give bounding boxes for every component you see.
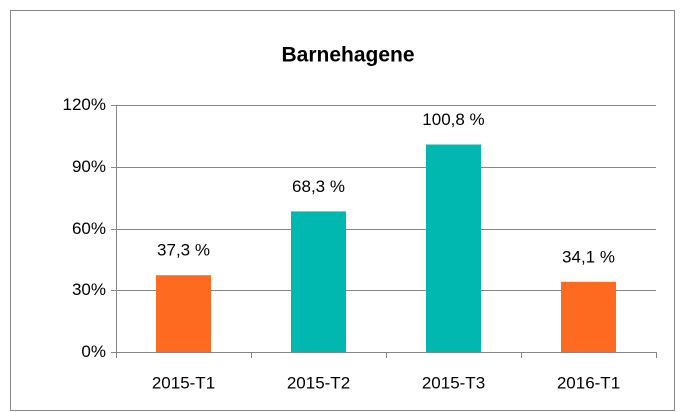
y-tick-label: 30% [72, 280, 106, 299]
bar [291, 211, 346, 352]
bar [561, 281, 616, 352]
bar [156, 275, 211, 352]
chart-title: Barnehagene [281, 44, 414, 67]
y-tick-label: 0% [81, 342, 106, 361]
data-label: 100,8 % [422, 110, 484, 129]
x-tick-label: 2015-T3 [422, 373, 485, 392]
y-tick-label: 60% [72, 219, 106, 238]
x-tick-label: 2015-T2 [287, 373, 350, 392]
x-tick-label: 2015-T1 [152, 373, 215, 392]
y-tick-label: 120% [63, 95, 106, 114]
data-label: 34,1 % [562, 247, 615, 266]
bar [426, 144, 481, 352]
data-label: 37,3 % [157, 241, 210, 260]
x-tick-label: 2016-T1 [557, 373, 620, 392]
y-tick-label: 90% [72, 157, 106, 176]
data-label: 68,3 % [292, 177, 345, 196]
